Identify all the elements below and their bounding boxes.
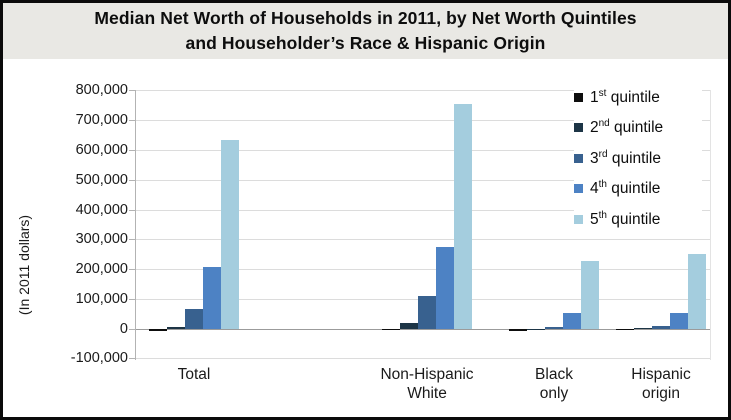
chart-title-line1: Median Net Worth of Households in 2011, …	[94, 8, 637, 29]
x-axis-label: Total	[119, 365, 269, 384]
bar-non-hispanic-white-q5	[454, 103, 472, 330]
y-tick-mark	[129, 180, 136, 181]
x-axis-label: Hispanic origin	[586, 365, 728, 404]
legend: 1st quintile 2nd quintile 3rd quintile 4th …	[574, 80, 702, 237]
legend-swatch-icon	[574, 123, 583, 133]
bar-black-only-q3	[545, 327, 563, 330]
legend-label: 2nd quintile	[590, 118, 664, 137]
y-tick-label: 400,000	[75, 202, 128, 218]
y-tick-mark	[129, 358, 136, 359]
x-axis-label: Black only	[479, 365, 629, 404]
y-tick-label: 700,000	[75, 112, 128, 128]
plot-right-border	[710, 90, 711, 360]
bar-black-only-q5	[581, 261, 599, 330]
y-tick-mark	[129, 150, 136, 151]
y-tick-label: 300,000	[75, 231, 128, 247]
legend-item-q3: 3rd quintile	[574, 143, 702, 174]
legend-item-q1: 1st quintile	[574, 82, 702, 113]
y-tick-label: 500,000	[75, 172, 128, 188]
bar-hispanic-origin-q1	[616, 329, 634, 331]
bar-hispanic-origin-q3	[652, 326, 670, 330]
bar-non-hispanic-white-q3	[418, 296, 436, 330]
y-axis-line	[135, 90, 136, 360]
gridline	[135, 180, 710, 181]
legend-swatch-icon	[574, 92, 583, 102]
bar-hispanic-origin-q2	[634, 328, 652, 330]
bar-non-hispanic-white-q1	[382, 329, 400, 331]
legend-item-q4: 4th quintile	[574, 174, 702, 205]
legend-swatch-icon	[574, 214, 583, 224]
legend-label: 4th quintile	[590, 179, 661, 198]
y-tick-mark	[129, 299, 136, 300]
y-tick-label: 0	[119, 321, 128, 337]
x-axis-label-line: only	[539, 385, 569, 403]
gridline	[135, 358, 710, 359]
zero-gridline	[135, 329, 710, 330]
x-axis-label-line: Hispanic	[631, 366, 691, 383]
bar-total-q3	[185, 308, 203, 330]
x-axis-label-line: White	[407, 385, 447, 403]
x-axis-label-line: origin	[642, 385, 680, 403]
x-axis-label: Non-Hispanic White	[352, 365, 502, 404]
gridline	[135, 269, 710, 270]
bar-total-q2	[167, 327, 185, 330]
y-tick-label: 600,000	[75, 142, 128, 158]
bar-total-q4	[203, 267, 221, 330]
plot-area	[135, 90, 710, 359]
legend-item-q5: 5th quintile	[574, 204, 702, 235]
x-axis-label-line: Total	[177, 366, 211, 383]
y-tick-mark	[129, 120, 136, 121]
chart-title-line2: and Householder’s Race & Hispanic Origin	[185, 33, 546, 53]
x-axis-label-line: Non-Hispanic	[380, 366, 474, 383]
y-tick-mark	[129, 329, 136, 330]
y-tick-mark	[129, 239, 136, 240]
gridline	[135, 239, 710, 240]
x-axis-label-line: Black	[535, 366, 573, 383]
legend-swatch-icon	[574, 153, 583, 163]
bar-hispanic-origin-q5	[688, 254, 706, 330]
y-tick-label: 200,000	[75, 261, 128, 277]
gridline	[135, 90, 710, 91]
bar-hispanic-origin-q4	[670, 312, 688, 330]
bar-black-only-q4	[563, 313, 581, 330]
legend-swatch-icon	[574, 184, 583, 194]
gridline	[135, 150, 710, 151]
legend-item-q2: 2nd quintile	[574, 113, 702, 144]
gridline	[135, 210, 710, 211]
y-tick-mark	[129, 210, 136, 211]
y-tick-label: 800,000	[75, 82, 128, 98]
bar-non-hispanic-white-q2	[400, 322, 418, 330]
y-tick-label: -100,000	[70, 350, 128, 366]
y-tick-mark	[129, 90, 136, 91]
y-tick-label: 100,000	[75, 291, 128, 307]
bar-total-q1	[149, 329, 167, 331]
chart-title: Median Net Worth of Households in 2011, …	[3, 3, 728, 59]
y-tick-mark	[129, 269, 136, 270]
legend-label: 1st quintile	[590, 87, 660, 106]
gridline	[135, 120, 710, 121]
bar-non-hispanic-white-q4	[436, 247, 454, 330]
legend-label: 3rd quintile	[590, 148, 661, 167]
bar-black-only-q1	[509, 329, 527, 331]
legend-label: 5th quintile	[590, 209, 661, 228]
bar-black-only-q2	[527, 328, 545, 330]
bar-total-q5	[221, 140, 239, 330]
